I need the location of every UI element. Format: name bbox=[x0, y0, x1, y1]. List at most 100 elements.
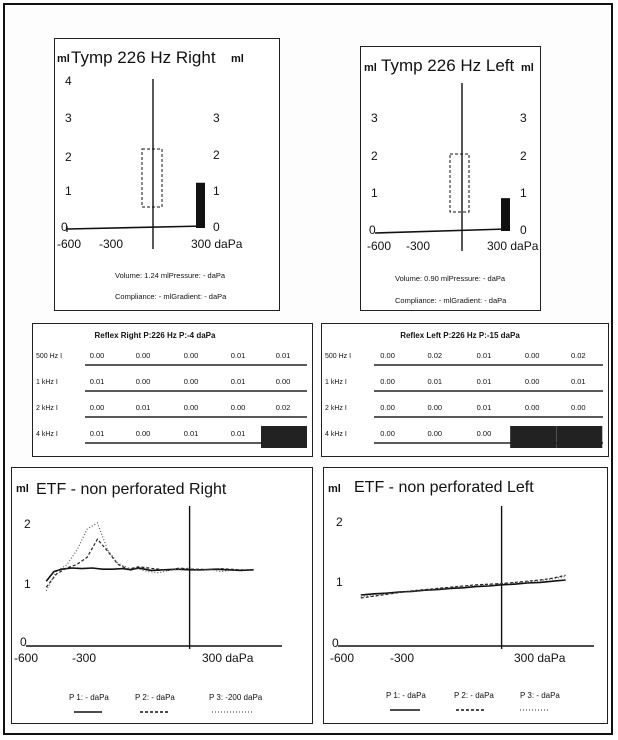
reflex-value: 0.01 bbox=[184, 429, 199, 438]
y-tick-label: 1 bbox=[65, 184, 72, 198]
reflex-row-label: 1 kHz I bbox=[325, 379, 347, 386]
reflex-row-label: 2 kHz I bbox=[325, 405, 347, 412]
reflex-value: 0.01 bbox=[231, 351, 246, 360]
tymp-left-svg: ml Tymp 226 Hz Left ml 3 2 1 0 3 2 1 0 -… bbox=[361, 47, 539, 309]
x-tick-label: -300 bbox=[390, 651, 414, 665]
y-tick-label: 0 bbox=[213, 220, 220, 234]
y-tick-label: 3 bbox=[520, 111, 527, 125]
baseline-curve bbox=[375, 229, 507, 233]
reflex-row-label: 500 Hz I bbox=[36, 353, 62, 360]
reflex-value: 0.01 bbox=[477, 377, 492, 386]
reflex-fill-cell bbox=[510, 426, 556, 448]
reflex-value: 0.00 bbox=[90, 403, 105, 412]
y-tick-label: 0 bbox=[20, 635, 27, 649]
tymp-left-left-unit: ml bbox=[364, 62, 377, 74]
reflex-left-table: Reflex Left P:226 Hz P:-15 daPa 500 Hz I… bbox=[322, 324, 607, 455]
tymp-right-title: Tymp 226 Hz Right bbox=[71, 48, 216, 67]
tymp-info-line1: Volume: 1.24 mlPressure: - daPa bbox=[115, 271, 226, 280]
y-tick-label: 3 bbox=[65, 111, 72, 125]
reflex-value: 0.02 bbox=[276, 403, 291, 412]
tymp-left-right-unit: ml bbox=[521, 62, 534, 74]
reflex-value: 0.01 bbox=[427, 377, 442, 386]
reflex-value: 0.00 bbox=[231, 403, 246, 412]
legend-p1-label: P 1: - daPa bbox=[386, 691, 426, 700]
etf-right-ylabel: ml bbox=[16, 483, 29, 495]
reflex-row-label: 4 kHz I bbox=[36, 431, 58, 438]
y-tick-label: 2 bbox=[213, 148, 220, 162]
y-tick-label: 1 bbox=[520, 186, 527, 200]
reflex-value: 0.00 bbox=[90, 351, 105, 360]
reflex-value: 0.00 bbox=[380, 377, 395, 386]
reflex-value: 0.00 bbox=[184, 377, 199, 386]
reflex-right-panel: Reflex Right P:226 Hz P:-4 daPa 500 Hz I… bbox=[32, 323, 313, 457]
baseline-curve bbox=[67, 226, 205, 229]
reflex-value: 0.01 bbox=[571, 377, 586, 386]
reflex-value: 0.00 bbox=[477, 429, 492, 438]
tymp-right-svg: ml Tymp 226 Hz Right ml 4 3 2 1 0 3 2 1 … bbox=[55, 39, 278, 309]
x-tick-label: -300 bbox=[99, 237, 123, 251]
etf-series-p3 bbox=[46, 523, 251, 591]
reflex-row-label: 2 kHz I bbox=[36, 405, 58, 412]
etf-left-chart: ml ETF - non perforated Left 2 1 0 -600 … bbox=[324, 468, 606, 722]
reflex-value: 0.01 bbox=[136, 403, 151, 412]
reflex-value: 0.00 bbox=[380, 403, 395, 412]
legend-p2-label: P 2: - daPa bbox=[135, 693, 175, 702]
y-tick-label: 2 bbox=[520, 149, 527, 163]
etf-right-title: ETF - non perforated Right bbox=[36, 481, 227, 498]
legend-p2-label: P 2: - daPa bbox=[454, 691, 494, 700]
tymp-right-left-unit: ml bbox=[57, 53, 70, 65]
y-tick-label: 1 bbox=[371, 186, 378, 200]
x-tick-label: -600 bbox=[14, 651, 38, 665]
reflex-value: 0.00 bbox=[525, 351, 540, 360]
normal-range-box bbox=[142, 149, 162, 207]
y-tick-label: 2 bbox=[336, 515, 343, 529]
etf-right-chart: ml ETF - non perforated Right 2 1 0 -600… bbox=[12, 468, 311, 722]
reflex-value: 0.01 bbox=[276, 351, 291, 360]
y-tick-label: 1 bbox=[24, 577, 31, 591]
reflex-value: 0.00 bbox=[427, 403, 442, 412]
y-tick-label: 0 bbox=[369, 223, 376, 237]
etf-left-title: ETF - non perforated Left bbox=[354, 479, 534, 496]
etf-series-p3 bbox=[361, 576, 566, 596]
reflex-value: 0.00 bbox=[571, 403, 586, 412]
normal-range-box bbox=[450, 154, 469, 212]
reflex-value: 0.00 bbox=[184, 351, 199, 360]
etf-right-panel: ml ETF - non perforated Right 2 1 0 -600… bbox=[11, 467, 313, 724]
legend-p1-label: P 1: - daPa bbox=[69, 693, 109, 702]
reflex-row-label: 1 kHz I bbox=[36, 379, 58, 386]
reflex-value: 0.01 bbox=[90, 429, 105, 438]
legend-p3-label: P 3: -200 daPa bbox=[209, 693, 263, 702]
tymp-info-line1: Volume: 0.90 mlPressure: - daPa bbox=[395, 274, 506, 283]
reflex-right-title: Reflex Right P:226 Hz P:-4 daPa bbox=[95, 331, 216, 340]
reflex-value: 0.02 bbox=[427, 351, 442, 360]
x-tick-label: -600 bbox=[367, 239, 391, 253]
tymp-right-right-unit: ml bbox=[231, 53, 244, 65]
x-tick-label: 300 daPa bbox=[487, 239, 539, 253]
reflex-value: 0.00 bbox=[136, 429, 151, 438]
volume-bar bbox=[196, 183, 205, 228]
tymp-left-title: Tymp 226 Hz Left bbox=[381, 56, 515, 75]
y-tick-label: 1 bbox=[336, 575, 343, 589]
x-tick-label: -600 bbox=[57, 237, 81, 251]
reflex-value: 0.02 bbox=[571, 351, 586, 360]
reflex-fill-cell bbox=[261, 426, 307, 448]
reflex-value: 0.00 bbox=[136, 351, 151, 360]
y-tick-label: 0 bbox=[520, 223, 527, 237]
y-tick-label: 2 bbox=[24, 517, 31, 531]
y-tick-label: 3 bbox=[213, 111, 220, 125]
reflex-value: 0.01 bbox=[231, 429, 246, 438]
reflex-left-title: Reflex Left P:226 Hz P:-15 daPa bbox=[400, 331, 520, 340]
tymp-info-line2: Compliance: - mlGradient: - daPa bbox=[115, 292, 227, 301]
etf-left-ylabel: ml bbox=[328, 483, 341, 495]
reflex-value: 0.00 bbox=[525, 403, 540, 412]
reflex-value: 0.00 bbox=[184, 403, 199, 412]
y-tick-label: 3 bbox=[371, 111, 378, 125]
x-tick-label: 300 daPa bbox=[514, 651, 566, 665]
x-tick-label: -600 bbox=[330, 651, 354, 665]
x-tick-label: -300 bbox=[406, 239, 430, 253]
reflex-value: 0.01 bbox=[477, 403, 492, 412]
y-tick-label: 2 bbox=[371, 149, 378, 163]
tymp-info-line2: Compliance: - mlGradient: - daPa bbox=[395, 296, 507, 305]
y-tick-label: 1 bbox=[213, 184, 220, 198]
etf-left-panel: ml ETF - non perforated Left 2 1 0 -600 … bbox=[323, 467, 608, 724]
